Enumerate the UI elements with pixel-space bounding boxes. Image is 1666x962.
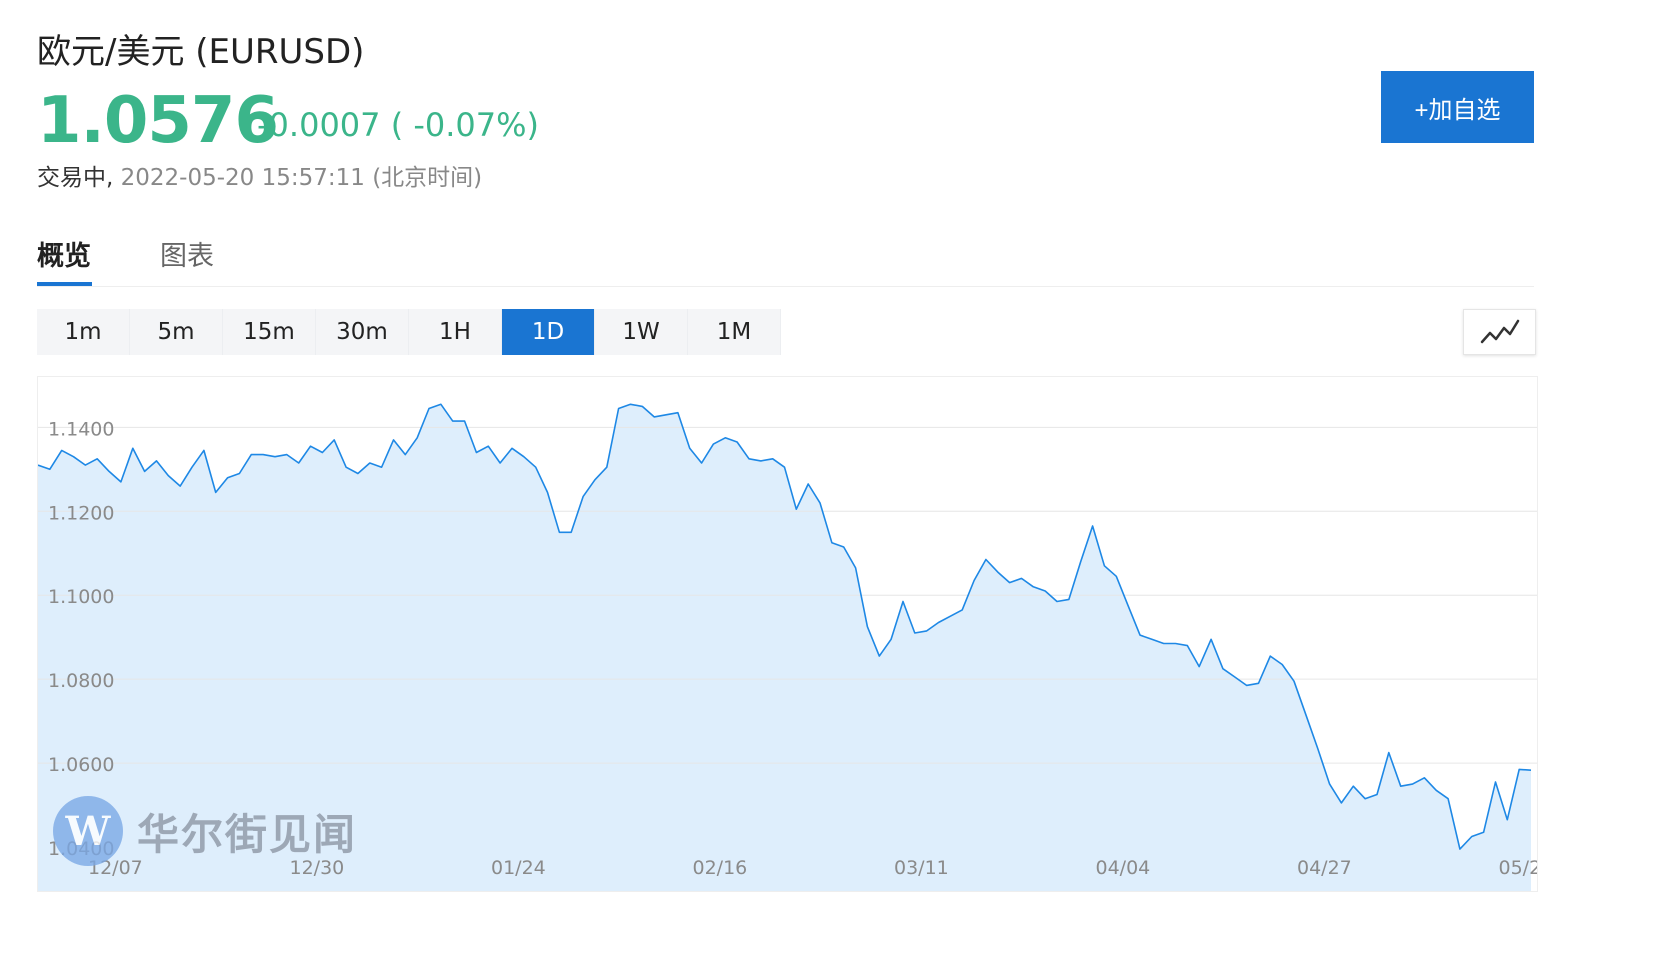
- tab-bar: 概览 图表: [37, 228, 1534, 287]
- watermark-logo: W: [53, 796, 123, 866]
- period-selector: 1m 5m 15m 30m 1H 1D 1W 1M: [37, 309, 781, 355]
- period-5m[interactable]: 5m: [130, 309, 223, 355]
- period-30m[interactable]: 30m: [316, 309, 409, 355]
- current-price: 1.0576: [37, 84, 279, 158]
- chart-svg: 1.14001.12001.10001.08001.06001.040012/0…: [38, 403, 1538, 891]
- y-tick-label: 1.1000: [48, 586, 114, 608]
- watermark-text: 华尔街见闻: [137, 809, 358, 859]
- period-1m[interactable]: 1m: [37, 309, 130, 355]
- x-tick-label: 04/27: [1297, 857, 1352, 879]
- line-chart-icon: [1480, 319, 1519, 344]
- period-1h[interactable]: 1H: [409, 309, 502, 355]
- active-tab-indicator: [37, 282, 92, 286]
- x-tick-label: 12/30: [290, 857, 345, 879]
- x-tick-label: 02/16: [693, 857, 748, 879]
- timestamp: 2022-05-20 15:57:11 (北京时间): [120, 165, 483, 191]
- price-chart: 1.14001.12001.10001.08001.06001.040012/0…: [37, 376, 1538, 892]
- x-tick-label: 05/2: [1499, 857, 1538, 879]
- y-tick-label: 1.1200: [48, 502, 114, 524]
- page-title: 欧元/美元 (EURUSD): [37, 32, 365, 72]
- period-1d[interactable]: 1D: [502, 309, 595, 355]
- price-area: [38, 404, 1531, 891]
- status-label: 交易中,: [37, 165, 114, 191]
- price-change: -0.0007 ( -0.07%): [257, 106, 540, 144]
- chart-type-button[interactable]: [1463, 309, 1536, 355]
- add-to-watchlist-button[interactable]: +加自选: [1381, 71, 1534, 143]
- y-tick-label: 1.0800: [48, 670, 114, 692]
- trading-status: 交易中, 2022-05-20 15:57:11 (北京时间): [37, 158, 482, 192]
- y-tick-label: 1.1400: [48, 418, 114, 440]
- period-1mo[interactable]: 1M: [688, 309, 781, 355]
- x-tick-label: 04/04: [1096, 857, 1151, 879]
- tab-chart[interactable]: 图表: [160, 241, 214, 272]
- x-tick-label: 01/24: [491, 857, 546, 879]
- y-tick-label: 1.0600: [48, 754, 114, 776]
- price-line: [38, 403, 1532, 850]
- watermark: W 华尔街见闻: [53, 796, 357, 866]
- period-1w[interactable]: 1W: [595, 309, 688, 355]
- x-tick-label: 03/11: [894, 857, 949, 879]
- period-15m[interactable]: 15m: [223, 309, 316, 355]
- tab-overview[interactable]: 概览: [37, 241, 91, 272]
